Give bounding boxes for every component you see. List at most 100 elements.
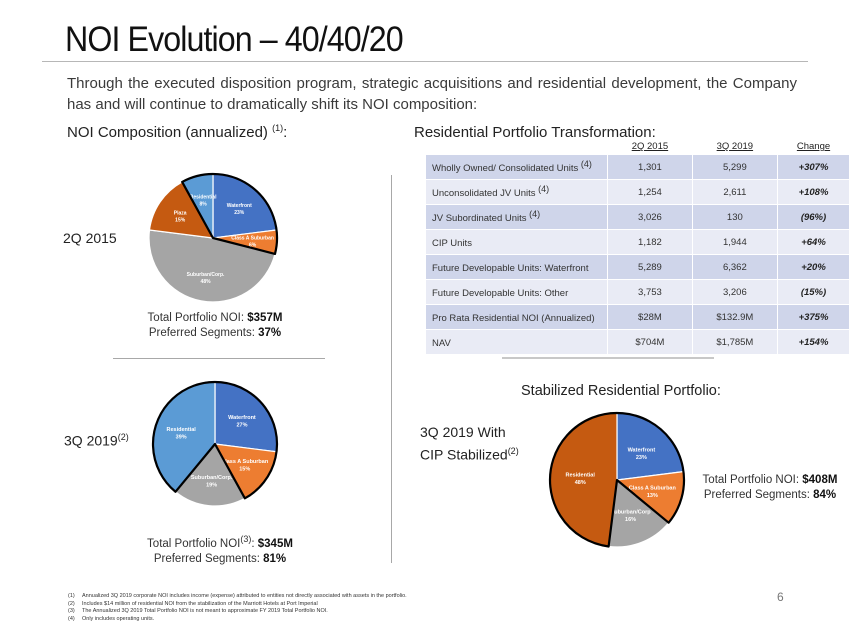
page-number: 6 bbox=[777, 590, 784, 604]
total-noi-label: Total Portfolio NOI bbox=[147, 537, 241, 550]
pie-slice-suburban-corp bbox=[174, 442, 246, 507]
preferred-value: 81% bbox=[263, 552, 287, 565]
period-label-3q2019: 3Q 2019(2) bbox=[64, 432, 129, 449]
table-row: NAV $704M $1,785M +154% bbox=[426, 330, 849, 354]
pie-slice-percent: 23% bbox=[636, 455, 647, 461]
noi-composition-heading-text: NOI Composition (annualized) bbox=[67, 124, 268, 141]
cell-change: (15%) bbox=[778, 280, 849, 304]
table-row: Unconsolidated JV Units (4) 1,254 2,611 +10… bbox=[426, 180, 849, 204]
cell-3q2019: 2,611 bbox=[692, 180, 777, 204]
footnote-text: Includes $14 million of residential NOI … bbox=[82, 600, 318, 607]
footnote-text: The Annualized 3Q 2019 Total Portfolio N… bbox=[82, 608, 328, 615]
total-noi-label: Total Portfolio NOI bbox=[702, 474, 796, 486]
table-row: CIP Units 1,182 1,944 +64% bbox=[426, 230, 849, 254]
totals-2q2015: Total Portfolio NOI: $357M Preferred Seg… bbox=[140, 311, 290, 341]
preferred-label: Preferred Segments: bbox=[148, 327, 255, 339]
left-divider bbox=[113, 358, 325, 359]
pie-chart-3q2019: Waterfront 27% Class A Suburban 15% Suburban… bbox=[151, 380, 279, 507]
total-noi-label: Total Portfolio NOI bbox=[147, 312, 241, 324]
pie-slice-label: Waterfront 23% bbox=[227, 203, 252, 216]
pie-slice-percent: 48% bbox=[575, 480, 586, 486]
pie-slice-category: Class A Suburban bbox=[231, 235, 274, 241]
table-row: JV Subordinated Units (4) 3,026 130 (96%) bbox=[426, 205, 849, 229]
period-label-cip-stabilized: 3Q 2019 With CIP Stabilized(2) bbox=[420, 423, 519, 465]
residential-transformation-table: 2Q 2015 3Q 2019 Change Wholly Owned/ Con… bbox=[425, 140, 850, 355]
preferred-line: Preferred Segments: 81% bbox=[142, 552, 298, 567]
footnote-ref: (4) bbox=[538, 184, 550, 195]
row-label-text: JV Subordinated Units bbox=[432, 213, 527, 225]
preferred-value: 37% bbox=[258, 327, 282, 339]
pie-slice-category: Class A Suburban bbox=[629, 485, 677, 491]
pie-chart-cip-stabilized: Waterfront 23% Class A Suburban 13% Suburban… bbox=[548, 411, 686, 548]
cell-3q2019: 5,299 bbox=[692, 155, 777, 179]
period-text-line2-wrap: CIP Stabilized(2) bbox=[420, 442, 519, 465]
totals-cip-stabilized: Total Portfolio NOI: $408M Preferred Seg… bbox=[690, 473, 850, 503]
col-header-label bbox=[426, 141, 607, 154]
pie-slice-label: Waterfront 27% bbox=[228, 415, 256, 429]
cell-change: +307% bbox=[778, 155, 849, 179]
preferred-value: 84% bbox=[813, 489, 837, 501]
pie-slice-suburban-corp bbox=[607, 478, 670, 548]
residential-transformation-heading: Residential Portfolio Transformation: bbox=[414, 124, 656, 141]
footnote: (4) Only includes operating units. bbox=[68, 616, 407, 624]
cell-change: +108% bbox=[778, 180, 849, 204]
pie-slice-label: Residential 48% bbox=[566, 473, 596, 487]
row-label-text: Wholly Owned/ Consolidated Units bbox=[432, 163, 579, 175]
total-noi-line: Total Portfolio NOI: $408M bbox=[702, 474, 838, 486]
pie-slice-percent: 27% bbox=[236, 423, 247, 429]
cell-2q2015: 1,254 bbox=[608, 180, 692, 204]
period-label-2q2015: 2Q 2015 bbox=[63, 230, 117, 246]
pie-slice-label: Suburban/Corp. 48% bbox=[187, 272, 225, 285]
cell-change: +20% bbox=[778, 255, 849, 279]
pie-slice-percent: 6% bbox=[249, 242, 257, 248]
row-label-text: Unconsolidated JV Units bbox=[432, 188, 536, 200]
intro-paragraph: Through the executed disposition program… bbox=[67, 75, 797, 113]
footnote-text: Annualized 3Q 2019 corporate NOI include… bbox=[82, 593, 407, 599]
period-text: 2Q 2015 bbox=[63, 230, 117, 246]
row-label-text: Future Developable Units: Waterfront bbox=[432, 263, 589, 275]
row-label: NAV bbox=[426, 330, 608, 354]
footnote-number: (1) bbox=[68, 593, 75, 599]
cell-2q2015: 3,753 bbox=[608, 280, 692, 304]
pie-slice-category: Waterfront bbox=[628, 447, 656, 453]
footnote: (2) Includes $14 million of residential N… bbox=[68, 601, 407, 609]
footnote-ref: (4) bbox=[580, 159, 592, 170]
pie-slice-label: Plaza 15% bbox=[174, 211, 187, 224]
total-noi-line: Total Portfolio NOI(3): $345M bbox=[147, 534, 293, 550]
row-label: CIP Units bbox=[426, 230, 608, 254]
footnote-number: (2) bbox=[68, 600, 75, 607]
pie-slice-label: Residential 8% bbox=[190, 195, 217, 208]
pie-slice-label: Suburban/Corp. 19% bbox=[191, 475, 233, 489]
preferred-label: Preferred Segments: bbox=[153, 552, 260, 565]
footnote: (3) The Annualized 3Q 2019 Total Portfoli… bbox=[68, 608, 407, 616]
table-header-row: 2Q 2015 3Q 2019 Change bbox=[426, 141, 849, 154]
row-label-text: Pro Rata Residential NOI (Annualized) bbox=[432, 313, 595, 325]
cell-3q2019: 1,944 bbox=[692, 230, 777, 254]
stabilized-residential-heading: Stabilized Residential Portfolio: bbox=[521, 383, 721, 399]
footnote-ref: (2) bbox=[507, 446, 519, 456]
table-row: Wholly Owned/ Consolidated Units (4) 1,30… bbox=[426, 155, 849, 179]
footnote-ref: (2) bbox=[117, 432, 129, 442]
footnote-ref: (4) bbox=[529, 209, 541, 220]
right-divider bbox=[502, 357, 714, 359]
row-label: Wholly Owned/ Consolidated Units (4) bbox=[426, 155, 608, 179]
cell-change: +154% bbox=[778, 330, 849, 354]
page-title: NOI Evolution – 40/40/20 bbox=[65, 20, 404, 59]
cell-2q2015: $704M bbox=[608, 330, 692, 354]
row-label: Future Developable Units: Other bbox=[426, 280, 608, 304]
footnote-number: (3) bbox=[68, 608, 75, 615]
preferred-line: Preferred Segments: 37% bbox=[140, 326, 290, 341]
cell-3q2019: $132.9M bbox=[692, 305, 777, 329]
pie-slice-category: Waterfront bbox=[228, 415, 256, 421]
total-noi-value: $408M bbox=[802, 474, 838, 486]
pie-slice-label: Class A Suburban 15% bbox=[221, 459, 269, 473]
table-row: Pro Rata Residential NOI (Annualized) $2… bbox=[426, 305, 849, 329]
row-label: Future Developable Units: Waterfront bbox=[426, 255, 608, 279]
total-noi-line: Total Portfolio NOI: $357M bbox=[147, 312, 283, 324]
cell-3q2019: $1,785M bbox=[692, 330, 777, 354]
cell-2q2015: 1,301 bbox=[608, 155, 692, 179]
pie-slice-percent: 13% bbox=[647, 493, 658, 499]
col-header-3q2019: 3Q 2019 bbox=[716, 141, 754, 152]
table-row: Future Developable Units: Other 3,753 3,2… bbox=[426, 280, 849, 304]
footnotes: (1) Annualized 3Q 2019 corporate NOI incl… bbox=[68, 593, 407, 623]
